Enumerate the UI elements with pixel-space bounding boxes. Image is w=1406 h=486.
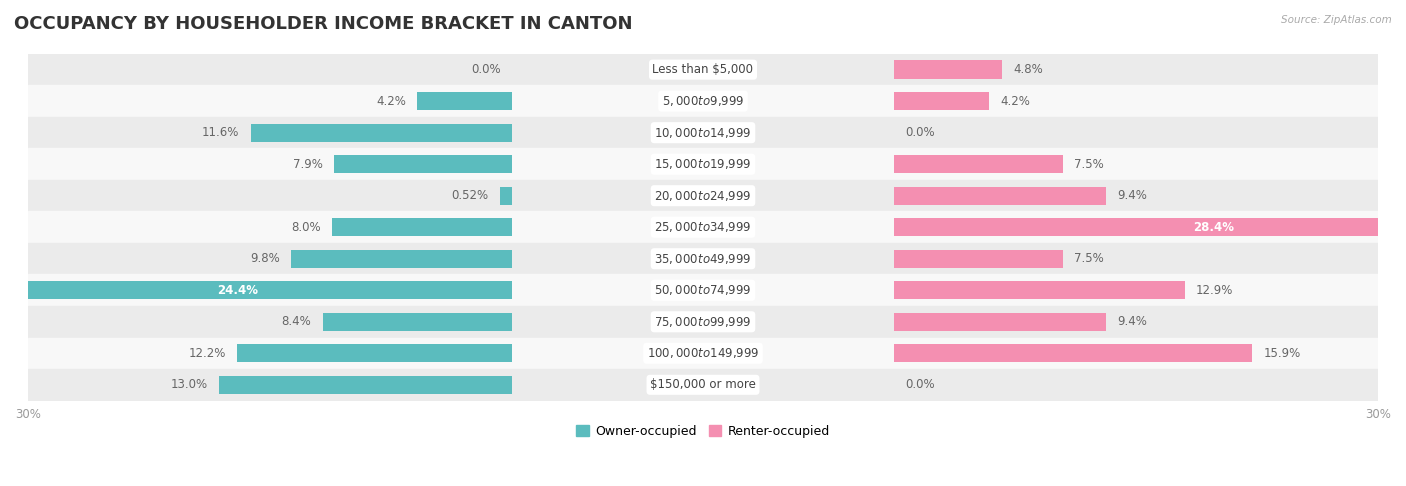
Bar: [250, 123, 512, 142]
Bar: [894, 155, 1063, 174]
Text: $20,000 to $24,999: $20,000 to $24,999: [654, 189, 752, 203]
Text: 13.0%: 13.0%: [172, 378, 208, 391]
Text: $150,000 or more: $150,000 or more: [650, 378, 756, 391]
Text: 0.0%: 0.0%: [905, 126, 935, 139]
Text: $50,000 to $74,999: $50,000 to $74,999: [654, 283, 752, 297]
Bar: [291, 250, 512, 268]
Bar: [28, 275, 1378, 306]
Bar: [28, 180, 1378, 211]
Text: 0.52%: 0.52%: [451, 189, 489, 202]
Text: 28.4%: 28.4%: [1194, 221, 1234, 234]
Bar: [894, 92, 988, 110]
Text: 8.0%: 8.0%: [291, 221, 321, 234]
Text: $100,000 to $149,999: $100,000 to $149,999: [647, 347, 759, 360]
Bar: [28, 86, 1378, 117]
Legend: Owner-occupied, Renter-occupied: Owner-occupied, Renter-occupied: [571, 420, 835, 443]
Bar: [894, 218, 1406, 236]
Text: $35,000 to $49,999: $35,000 to $49,999: [654, 252, 752, 266]
Text: Source: ZipAtlas.com: Source: ZipAtlas.com: [1281, 15, 1392, 25]
Text: 11.6%: 11.6%: [202, 126, 239, 139]
Bar: [28, 211, 1378, 243]
Text: 4.8%: 4.8%: [1014, 63, 1043, 76]
Text: 9.8%: 9.8%: [250, 252, 280, 265]
Bar: [28, 54, 1378, 86]
Text: 15.9%: 15.9%: [1264, 347, 1301, 360]
Bar: [323, 312, 512, 331]
Bar: [28, 117, 1378, 148]
Bar: [894, 187, 1105, 205]
Text: 4.2%: 4.2%: [375, 95, 406, 108]
Bar: [501, 187, 512, 205]
Bar: [894, 281, 1184, 299]
Text: $10,000 to $14,999: $10,000 to $14,999: [654, 126, 752, 139]
Bar: [28, 369, 1378, 400]
Text: Less than $5,000: Less than $5,000: [652, 63, 754, 76]
Text: 12.9%: 12.9%: [1195, 284, 1233, 297]
Bar: [219, 376, 512, 394]
Bar: [238, 344, 512, 363]
Text: $15,000 to $19,999: $15,000 to $19,999: [654, 157, 752, 171]
Text: $25,000 to $34,999: $25,000 to $34,999: [654, 220, 752, 234]
Bar: [894, 312, 1105, 331]
Text: 9.4%: 9.4%: [1116, 315, 1147, 328]
Text: $75,000 to $99,999: $75,000 to $99,999: [654, 315, 752, 329]
Text: 4.2%: 4.2%: [1000, 95, 1031, 108]
Text: $5,000 to $9,999: $5,000 to $9,999: [662, 94, 744, 108]
Text: OCCUPANCY BY HOUSEHOLDER INCOME BRACKET IN CANTON: OCCUPANCY BY HOUSEHOLDER INCOME BRACKET …: [14, 15, 633, 33]
Bar: [418, 92, 512, 110]
Text: 7.9%: 7.9%: [292, 157, 323, 171]
Text: 7.5%: 7.5%: [1074, 252, 1104, 265]
Text: 0.0%: 0.0%: [471, 63, 501, 76]
Text: 24.4%: 24.4%: [217, 284, 257, 297]
Bar: [894, 250, 1063, 268]
Bar: [0, 281, 512, 299]
Text: 0.0%: 0.0%: [905, 378, 935, 391]
Text: 9.4%: 9.4%: [1116, 189, 1147, 202]
Bar: [894, 344, 1253, 363]
Bar: [28, 306, 1378, 337]
Text: 7.5%: 7.5%: [1074, 157, 1104, 171]
Bar: [28, 148, 1378, 180]
Bar: [335, 155, 512, 174]
Bar: [332, 218, 512, 236]
Text: 8.4%: 8.4%: [281, 315, 312, 328]
Bar: [894, 60, 1002, 79]
Text: 12.2%: 12.2%: [188, 347, 226, 360]
Bar: [28, 243, 1378, 275]
Bar: [28, 337, 1378, 369]
